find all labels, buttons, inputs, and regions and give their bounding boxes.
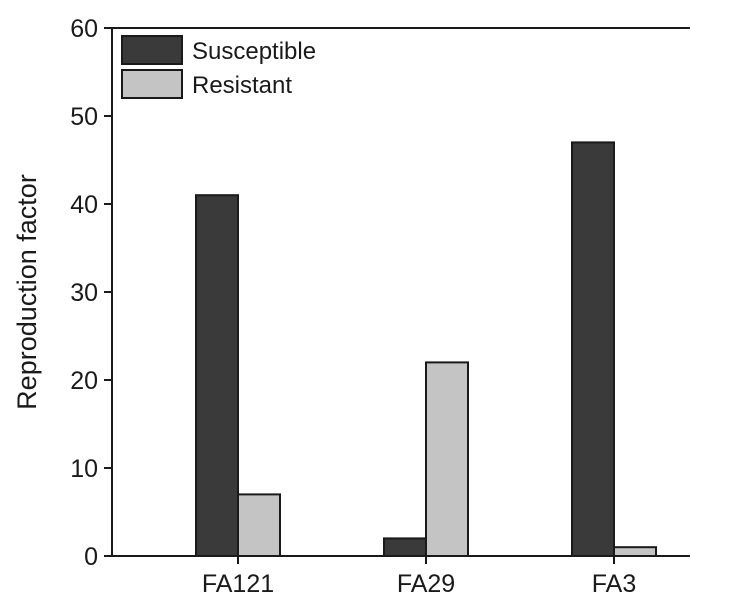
x-tick-label: FA29 bbox=[397, 570, 455, 595]
bar-resistant-fa29 bbox=[425, 361, 469, 557]
y-tick-label: 10 bbox=[70, 455, 98, 483]
y-tick-label: 40 bbox=[70, 191, 98, 219]
y-tick-label: 20 bbox=[70, 367, 98, 395]
y-ticks-group: 0 10 20 30 40 50 60 bbox=[70, 15, 112, 571]
legend: Susceptible Resistant bbox=[121, 35, 316, 99]
legend-swatch-susceptible bbox=[121, 35, 183, 65]
bar-susceptible-fa121 bbox=[195, 194, 239, 557]
x-tick-label: FA3 bbox=[592, 570, 636, 595]
x-tick-label: FA121 bbox=[202, 570, 274, 595]
y-tick-label: 50 bbox=[70, 103, 98, 131]
legend-swatch-resistant bbox=[121, 69, 183, 99]
bar-susceptible-fa3 bbox=[571, 141, 615, 557]
bar-susceptible-fa29 bbox=[383, 537, 427, 558]
y-tick-label: 0 bbox=[84, 543, 98, 571]
legend-label-resistant: Resistant bbox=[192, 72, 292, 99]
legend-label-susceptible: Susceptible bbox=[192, 38, 316, 65]
y-axis-title: Reproduction factor bbox=[12, 174, 42, 410]
y-tick-label: 60 bbox=[70, 15, 98, 43]
bar-resistant-fa121 bbox=[237, 493, 281, 557]
bar-resistant-fa3 bbox=[613, 546, 657, 558]
bars-group bbox=[195, 141, 657, 558]
x-ticks-group: FA121 FA29 FA3 bbox=[202, 556, 636, 595]
y-tick-label: 30 bbox=[70, 279, 98, 307]
